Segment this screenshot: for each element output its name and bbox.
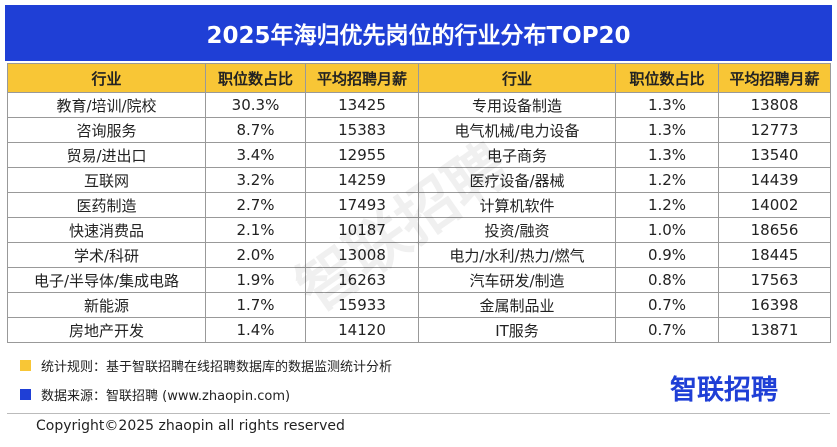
table-cell: 学术/科研 bbox=[7, 242, 206, 268]
table-cell: 8.7% bbox=[205, 117, 306, 143]
table-cell: 3.2% bbox=[205, 167, 306, 193]
table-cell: 2.0% bbox=[205, 242, 306, 268]
table-cell: 14439 bbox=[718, 167, 831, 193]
column-header: 职位数占比 bbox=[205, 63, 306, 93]
table-cell: 计算机软件 bbox=[418, 192, 616, 218]
table-cell: 3.4% bbox=[205, 142, 306, 168]
table-cell: 1.7% bbox=[205, 292, 306, 318]
table-cell: 新能源 bbox=[7, 292, 206, 318]
table-row: 电子/半导体/集成电路 1.9% 16263 汽车研发/制造 0.8% 17563 bbox=[7, 267, 831, 293]
column-header: 行业 bbox=[418, 63, 616, 93]
table-cell: 汽车研发/制造 bbox=[418, 267, 616, 293]
table-cell: 电子商务 bbox=[418, 142, 616, 168]
note-text: 数据来源：智联招聘 (www.zhaopin.com) bbox=[41, 389, 291, 404]
table-cell: 17563 bbox=[718, 267, 831, 293]
table-row: 咨询服务 8.7% 15383 电气机械/电力设备 1.3% 12773 bbox=[7, 117, 831, 143]
table-cell: 1.4% bbox=[205, 317, 306, 343]
table-cell: 2.1% bbox=[205, 217, 306, 243]
table-cell: 14259 bbox=[305, 167, 419, 193]
table-cell: 16398 bbox=[718, 292, 831, 318]
separator bbox=[7, 413, 830, 414]
table-cell: 电子/半导体/集成电路 bbox=[7, 267, 206, 293]
table-cell: 30.3% bbox=[205, 92, 306, 118]
column-header: 平均招聘月薪 bbox=[718, 63, 831, 93]
table-cell: 15383 bbox=[305, 117, 419, 143]
table-cell: 18445 bbox=[718, 242, 831, 268]
table-row: 贸易/进出口 3.4% 12955 电子商务 1.3% 13540 bbox=[7, 142, 831, 168]
table-cell: 13425 bbox=[305, 92, 419, 118]
table-cell: 0.8% bbox=[615, 267, 719, 293]
column-header: 行业 bbox=[7, 63, 206, 93]
table-cell: 投资/融资 bbox=[418, 217, 616, 243]
title: 2025年海归优先岗位的行业分布TOP20 bbox=[5, 5, 832, 61]
table-cell: 医疗设备/器械 bbox=[418, 167, 616, 193]
table-cell: 0.9% bbox=[615, 242, 719, 268]
table-cell: 0.7% bbox=[615, 317, 719, 343]
bullet bbox=[20, 389, 31, 400]
table-cell: 0.7% bbox=[615, 292, 719, 318]
table-cell: 教育/培训/院校 bbox=[7, 92, 206, 118]
copyright: Copyright©2025 zhaopin all rights reserv… bbox=[36, 418, 345, 434]
table-cell: 1.3% bbox=[615, 142, 719, 168]
table-cell: 房地产开发 bbox=[7, 317, 206, 343]
table-row: 房地产开发 1.4% 14120 IT服务 0.7% 13871 bbox=[7, 317, 831, 343]
note: 统计规则：基于智联招聘在线招聘数据库的数据监测统计分析 bbox=[20, 356, 392, 375]
table-row: 新能源 1.7% 15933 金属制品业 0.7% 16398 bbox=[7, 292, 831, 318]
column-header: 平均招聘月薪 bbox=[305, 63, 419, 93]
table-cell: 13540 bbox=[718, 142, 831, 168]
table-cell: 医药制造 bbox=[7, 192, 206, 218]
table-body: 教育/培训/院校 30.3% 13425 专用设备制造 1.3% 13808 咨询服务 8.7… bbox=[7, 92, 831, 343]
table-row: 快速消费品 2.1% 10187 投资/融资 1.0% 18656 bbox=[7, 217, 831, 243]
table-cell: 1.3% bbox=[615, 117, 719, 143]
table-cell: 14120 bbox=[305, 317, 419, 343]
table-cell: 10187 bbox=[305, 217, 419, 243]
table-cell: 1.2% bbox=[615, 192, 719, 218]
table-cell: 1.3% bbox=[615, 92, 719, 118]
table: 行业 职位数占比 平均招聘月薪 行业 职位数占比 平均招聘月薪 教育/培训/院校 30.3%… bbox=[7, 63, 831, 343]
table-cell: 电力/水利/热力/燃气 bbox=[418, 242, 616, 268]
table-cell: 14002 bbox=[718, 192, 831, 218]
table-row: 医药制造 2.7% 17493 计算机软件 1.2% 14002 bbox=[7, 192, 831, 218]
table-cell: 12773 bbox=[718, 117, 831, 143]
table-cell: 金属制品业 bbox=[418, 292, 616, 318]
table-cell: 咨询服务 bbox=[7, 117, 206, 143]
note: 数据来源：智联招聘 (www.zhaopin.com) bbox=[20, 385, 290, 404]
table-cell: 12955 bbox=[305, 142, 419, 168]
table-cell: IT服务 bbox=[418, 317, 616, 343]
table-cell: 1.0% bbox=[615, 217, 719, 243]
table-row: 教育/培训/院校 30.3% 13425 专用设备制造 1.3% 13808 bbox=[7, 92, 831, 118]
table-cell: 1.9% bbox=[205, 267, 306, 293]
bullet bbox=[20, 360, 31, 371]
column-header: 职位数占比 bbox=[615, 63, 719, 93]
header-row: 行业 职位数占比 平均招聘月薪 行业 职位数占比 平均招聘月薪 bbox=[7, 63, 831, 93]
table-cell: 电气机械/电力设备 bbox=[418, 117, 616, 143]
table-cell: 专用设备制造 bbox=[418, 92, 616, 118]
logo: 智联招聘 bbox=[670, 375, 778, 406]
table-row: 互联网 3.2% 14259 医疗设备/器械 1.2% 14439 bbox=[7, 167, 831, 193]
note-text: 统计规则：基于智联招聘在线招聘数据库的数据监测统计分析 bbox=[41, 360, 393, 375]
table-row: 学术/科研 2.0% 13008 电力/水利/热力/燃气 0.9% 18445 bbox=[7, 242, 831, 268]
table-cell: 互联网 bbox=[7, 167, 206, 193]
table-cell: 15933 bbox=[305, 292, 419, 318]
table-cell: 16263 bbox=[305, 267, 419, 293]
table-cell: 18656 bbox=[718, 217, 831, 243]
table-cell: 1.2% bbox=[615, 167, 719, 193]
table-cell: 13808 bbox=[718, 92, 831, 118]
table-cell: 贸易/进出口 bbox=[7, 142, 206, 168]
table-cell: 快速消费品 bbox=[7, 217, 206, 243]
table-cell: 2.7% bbox=[205, 192, 306, 218]
table-cell: 13871 bbox=[718, 317, 831, 343]
table-cell: 13008 bbox=[305, 242, 419, 268]
table-cell: 17493 bbox=[305, 192, 419, 218]
